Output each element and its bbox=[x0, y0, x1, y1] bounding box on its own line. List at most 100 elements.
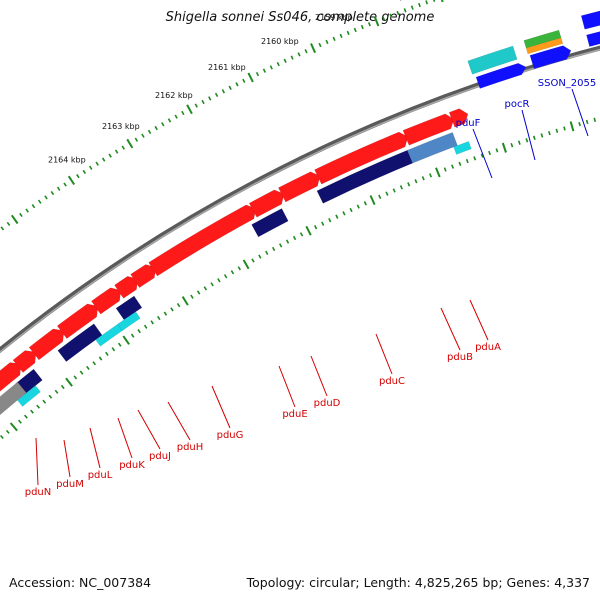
gene-label-pocR: pocR bbox=[505, 99, 530, 110]
inner-track-tick bbox=[242, 259, 250, 270]
inner-track-tick bbox=[157, 315, 161, 321]
outer-track-tick bbox=[10, 214, 19, 225]
outer-track-tick bbox=[440, 0, 444, 3]
inner-track-tick bbox=[473, 156, 477, 161]
inner-track-tick bbox=[176, 302, 181, 308]
genome-backbone-highlight bbox=[0, 48, 600, 353]
gene-label-pduM: pduM bbox=[56, 479, 84, 490]
inner-track-tick bbox=[585, 119, 589, 125]
cds-red-11 bbox=[402, 113, 455, 146]
outer-track-tick bbox=[201, 99, 205, 105]
outer-track-tick bbox=[214, 92, 219, 97]
outer-track-tick bbox=[186, 104, 193, 115]
cds-red-3 bbox=[56, 303, 99, 340]
gene-label-pduF: pduF bbox=[456, 118, 481, 129]
track-layer bbox=[0, 45, 600, 354]
outer-track-tick bbox=[161, 122, 165, 127]
inner-track-tick bbox=[335, 214, 339, 219]
gene-label-pduD: pduD bbox=[314, 398, 341, 409]
gene-label-pduH: pduH bbox=[177, 442, 204, 453]
leader-pduM bbox=[63, 439, 71, 478]
inner-track-tick bbox=[451, 164, 455, 169]
tick-layer bbox=[0, 0, 597, 440]
inner-track-tick bbox=[363, 201, 367, 206]
inner-track-tick bbox=[510, 143, 514, 148]
cds-red-8 bbox=[248, 189, 285, 218]
outer-track-tick bbox=[247, 72, 254, 83]
outer-track-tick bbox=[433, 0, 436, 2]
cds-red-2 bbox=[28, 328, 65, 361]
inner-track-tick bbox=[378, 194, 382, 200]
cds-red-4 bbox=[91, 287, 122, 315]
leader-SSON_2055 bbox=[571, 88, 589, 137]
outer-track-tick bbox=[389, 13, 393, 18]
gene-label-pduJ: pduJ bbox=[149, 451, 171, 462]
cds-navy-0 bbox=[251, 208, 289, 238]
outer-track-tick bbox=[50, 190, 55, 196]
inner-track-tick bbox=[5, 429, 10, 434]
leader-pduL bbox=[89, 427, 101, 469]
cds-cyan-1 bbox=[17, 385, 41, 407]
accession-text: Accession: NC_007384 bbox=[9, 575, 152, 590]
gene-label-pduN: pduN bbox=[25, 487, 52, 498]
leader-pduK bbox=[117, 417, 133, 459]
inner-track-tick bbox=[578, 121, 581, 127]
inner-track-tick bbox=[181, 296, 189, 306]
outer-track-tick bbox=[147, 129, 152, 135]
inner-track-tick bbox=[465, 158, 469, 164]
outer-track-tick bbox=[154, 125, 158, 131]
inner-track-tick bbox=[30, 409, 34, 414]
inner-track-tick bbox=[313, 225, 318, 230]
inner-track-tick bbox=[111, 347, 116, 352]
cds-red-7 bbox=[148, 204, 257, 277]
outer-track-tick bbox=[67, 175, 76, 186]
inner-track-tick bbox=[305, 225, 312, 236]
inner-track-tick bbox=[230, 270, 235, 275]
outer-track-tick bbox=[194, 103, 198, 108]
inner-track-tick bbox=[163, 311, 168, 316]
outer-track-tick bbox=[89, 165, 93, 170]
inner-track-tick bbox=[392, 188, 396, 193]
outer-track-tick bbox=[126, 138, 134, 149]
outer-track-tick bbox=[382, 16, 386, 21]
inner-track-tick bbox=[563, 126, 566, 131]
inner-track-tick bbox=[548, 130, 551, 136]
inner-track-tick bbox=[555, 128, 559, 133]
inner-track-tick bbox=[569, 121, 575, 132]
cds-teal-pduF bbox=[467, 45, 518, 75]
outer-track-tick bbox=[304, 49, 308, 54]
outer-track-tick bbox=[318, 42, 322, 48]
inner-track-tick bbox=[429, 173, 433, 178]
gene-label-pduE: pduE bbox=[282, 409, 307, 420]
inner-track-tick bbox=[258, 254, 262, 259]
outer-track-tick bbox=[396, 10, 400, 16]
outer-track-tick bbox=[101, 157, 106, 162]
outer-track-tick bbox=[95, 161, 99, 166]
cds-red-10 bbox=[314, 131, 409, 185]
inner-track-tick bbox=[36, 404, 41, 409]
inner-track-tick bbox=[122, 335, 130, 345]
kbp-tick-label: 2159 kbp bbox=[315, 13, 353, 22]
inner-track-tick bbox=[495, 148, 499, 153]
outer-track-tick bbox=[367, 22, 371, 27]
outer-track-tick bbox=[228, 85, 232, 90]
inner-track-tick bbox=[9, 422, 18, 432]
cds-blue-1 bbox=[529, 45, 572, 70]
inner-track-tick bbox=[399, 185, 403, 190]
label-layer: 2164 kbp 2163 kbp 2162 kbp 2161 kbp 2160 kbp… bbox=[25, 0, 597, 498]
inner-track-tick bbox=[488, 150, 491, 156]
outer-track-tick bbox=[325, 39, 329, 45]
outer-track-tick bbox=[82, 169, 87, 175]
outer-track-tick bbox=[283, 58, 287, 63]
leader-pduF bbox=[472, 128, 493, 179]
inner-track-tick bbox=[443, 167, 447, 172]
cds-blue-2 bbox=[586, 31, 600, 47]
inner-track-tick bbox=[414, 179, 418, 184]
inner-track-tick bbox=[143, 324, 148, 329]
inner-track-tick bbox=[196, 290, 201, 295]
inner-track-tick bbox=[285, 239, 290, 244]
inner-track-tick bbox=[92, 361, 97, 366]
leader-pduH bbox=[167, 401, 191, 441]
cds-blue-0 bbox=[475, 62, 527, 89]
